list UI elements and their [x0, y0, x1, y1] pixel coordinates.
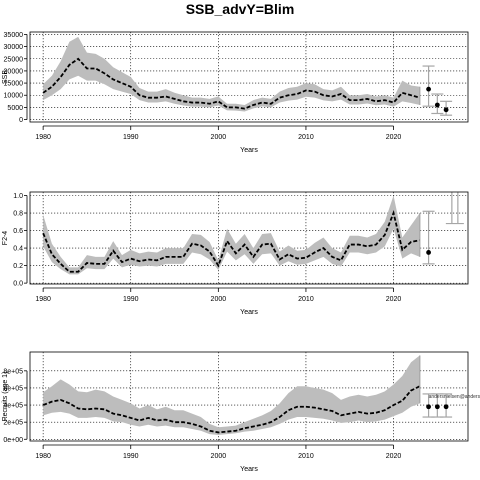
y-tick-label: 0.4	[13, 246, 23, 253]
confidence-band	[43, 195, 420, 275]
y-tick-label: 6e+05	[3, 385, 23, 392]
x-tick-label: 1980	[35, 134, 51, 141]
x-axis-label: Years	[240, 147, 258, 154]
x-tick-label: 2020	[386, 134, 402, 141]
x-axis-label: Years	[240, 466, 258, 473]
recruits-panel: andersnielsen@andersnielsen:~/stockasses…	[2, 351, 480, 473]
y-tick-label: 8e+05	[3, 368, 23, 375]
y-axis-label: SSB	[2, 70, 9, 84]
ssb-panel: 1980 1990 2000 2010 2020 0 5000 10000 15000 20000…	[2, 31, 469, 154]
y-tick-label: 0.6	[13, 228, 23, 235]
y-tick-label: 30000	[4, 44, 24, 51]
y-tick-label: 2e+05	[3, 420, 23, 427]
y-tick-label: 20000	[4, 68, 24, 75]
x-tick-label: 2020	[386, 296, 402, 303]
y-tick-label: 4e+05	[3, 403, 23, 410]
x-tick-label: 2010	[298, 453, 314, 460]
x-tick-label: 1980	[35, 453, 51, 460]
forecast-point	[443, 107, 449, 113]
x-tick-label: 2020	[386, 453, 402, 460]
y-tick-label: 25000	[4, 56, 24, 63]
x-tick-label: 1990	[123, 453, 139, 460]
x-tick-label: 1990	[123, 134, 139, 141]
plot-frame	[29, 31, 469, 123]
main-title: SSB_advY=Blim	[186, 1, 295, 17]
x-tick-label: 2000	[211, 453, 227, 460]
x-axis-label: Years	[240, 309, 258, 316]
y-tick-label: 1.0	[13, 193, 23, 200]
forecast-point	[426, 250, 431, 255]
plot-frame	[29, 351, 469, 442]
y-tick-label: 35000	[4, 32, 24, 39]
x-tick-label: 1980	[35, 296, 51, 303]
forecast-point	[443, 404, 449, 410]
forecast-point	[434, 404, 440, 410]
y-tick-label: 15000	[4, 81, 24, 88]
y-tick-label: 0.2	[13, 263, 23, 270]
forecast-point	[426, 86, 431, 92]
y-tick-label: 0	[19, 117, 23, 124]
x-tick-label: 2010	[298, 134, 314, 141]
forecast-point	[434, 102, 440, 108]
y-tick-label: 5000	[7, 105, 23, 112]
x-tick-label: 1990	[123, 296, 139, 303]
y-tick-label: 0.0	[13, 281, 23, 288]
estimate-line	[42, 57, 421, 110]
x-tick-label: 2000	[211, 134, 227, 141]
estimate-line	[42, 210, 420, 273]
confidence-band	[43, 355, 420, 436]
y-axis-label: Recruits (age 1)	[2, 372, 9, 422]
y-tick-label: 0.8	[13, 211, 23, 218]
y-tick-label: 10000	[4, 93, 24, 100]
forecast-point	[426, 404, 431, 410]
y-axis-label: F2-4	[2, 231, 9, 246]
confidence-band	[43, 36, 420, 112]
fbar-panel: 1980 1990 2000 2010 2020 0.0 0.2 0.4 0.6 0.8 1.0 Ye…	[2, 191, 469, 316]
x-tick-label: 2000	[211, 296, 227, 303]
x-tick-label: 2010	[298, 296, 314, 303]
y-tick-label: 0e+00	[3, 437, 23, 444]
annotation-text: andersnielsen@andersnielsen:~/stockasses…	[429, 394, 480, 400]
plot-frame	[29, 191, 469, 285]
